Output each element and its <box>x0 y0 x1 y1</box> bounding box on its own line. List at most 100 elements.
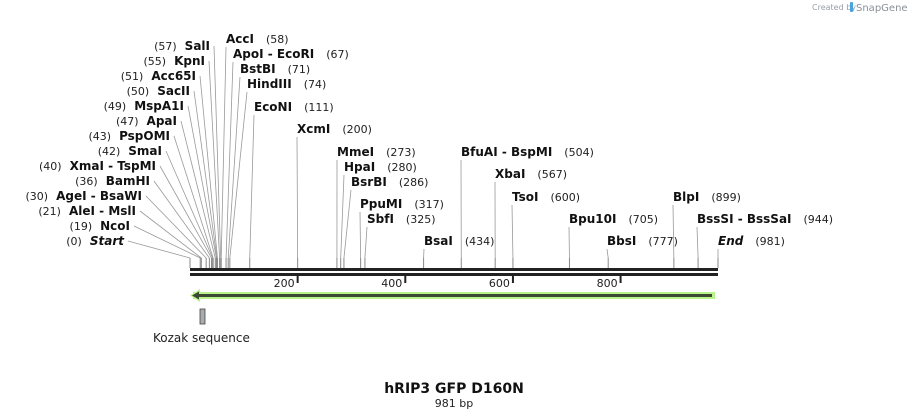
ruler-tick-label: 600 <box>489 277 510 290</box>
site-label: BstBI (71) <box>240 62 310 76</box>
sequence-backbone <box>190 268 718 276</box>
enzyme-name: SmaI <box>128 144 162 158</box>
restriction-site-bstbi[interactable]: BstBI (71) <box>240 62 310 76</box>
enzyme-name: SacII <box>157 84 190 98</box>
site-position: (777) <box>648 235 678 248</box>
orf-feature-arrow[interactable] <box>190 289 715 302</box>
ruler-tick-label: 400 <box>381 277 402 290</box>
restriction-site-bsrbi[interactable]: BsrBI (286) <box>351 175 428 189</box>
restriction-site-end[interactable]: End (981) <box>718 234 785 248</box>
bp-ruler: 200 400 600 800 <box>274 276 622 290</box>
site-position: (280) <box>387 161 417 174</box>
site-position: (317) <box>414 198 444 211</box>
enzyme-name: BamHI <box>106 174 150 188</box>
restriction-site-acci[interactable]: AccI (58) <box>226 32 289 46</box>
enzyme-site-labels: (57) SalI (55) KpnI (51) Acc65I(50) SacII (49) M… <box>26 32 834 248</box>
site-position: (71) <box>288 63 311 76</box>
restriction-site-xcmi[interactable]: XcmI (200) <box>297 122 372 136</box>
restriction-site-sali[interactable]: (57) SalI <box>154 39 210 53</box>
site-label: MmeI (273) <box>337 145 416 159</box>
restriction-site-blpi[interactable]: BlpI (899) <box>673 190 741 204</box>
map-title: hRIP3 GFP D160N 981 bp <box>384 381 524 410</box>
restriction-site-bbsi[interactable]: BbsI (777) <box>607 234 678 248</box>
enzyme-name: MspA1I <box>134 99 184 113</box>
enzyme-name: SalI <box>185 39 210 53</box>
restriction-site-apoi-ecori[interactable]: ApoI - EcoRI (67) <box>233 47 349 61</box>
site-connector <box>364 226 368 259</box>
restriction-site-acc65i[interactable]: (51) Acc65I <box>121 69 196 83</box>
restriction-site-tsoi[interactable]: TsoI (600) <box>512 190 580 204</box>
site-connector <box>173 135 214 259</box>
enzyme-name: MmeI <box>337 145 374 159</box>
restriction-site-kpni[interactable]: (55) KpnI <box>144 54 206 68</box>
backbone-top-strand <box>190 268 718 271</box>
enzyme-name: BsaI <box>424 234 453 248</box>
enzyme-name: AgeI - BsaWI <box>56 189 142 203</box>
site-label: BfuAI - BspMI (504) <box>461 145 594 159</box>
site-label: (0) Start <box>66 234 125 248</box>
site-label: (47) ApaI <box>116 114 177 128</box>
restriction-site-sbfi[interactable]: SbfI (325) <box>367 212 436 226</box>
site-connector <box>199 75 218 259</box>
site-label: Bpu10I (705) <box>569 212 658 226</box>
restriction-site-bsai[interactable]: BsaI (434) <box>424 234 494 248</box>
snapgene-logo-icon <box>850 2 853 12</box>
restriction-site-sacii[interactable]: (50) SacII <box>127 84 190 98</box>
site-connector <box>696 226 699 259</box>
site-label: (30) AgeI - BsaWI <box>26 189 143 203</box>
restriction-site-start[interactable]: (0) Start <box>66 234 125 248</box>
enzyme-name: AccI <box>226 32 254 46</box>
restriction-site-bpu10i[interactable]: Bpu10I (705) <box>569 212 658 226</box>
backbone-bottom-strand <box>190 273 718 276</box>
site-position: (944) <box>804 213 834 226</box>
restriction-site-agei-bsawi[interactable]: (30) AgeI - BsaWI <box>26 189 143 203</box>
kozak-label: Kozak sequence <box>153 331 250 345</box>
ruler-tick <box>619 276 622 283</box>
site-label: (57) SalI <box>154 39 210 53</box>
restriction-site-bsssi-bsssai[interactable]: BssSI - BssSaI (944) <box>697 212 833 226</box>
site-label: (36) BamHI <box>75 174 150 188</box>
site-position: (600) <box>550 191 580 204</box>
site-position: (899) <box>711 191 741 204</box>
site-label: SbfI (325) <box>367 212 436 226</box>
enzyme-name: XmaI - TspMI <box>70 159 156 173</box>
site-label: BsaI (434) <box>424 234 494 248</box>
ruler-tick <box>404 276 407 283</box>
snapgene-branding: Created by SnapGene <box>812 2 908 14</box>
restriction-site-apai[interactable]: (47) ApaI <box>116 114 177 128</box>
site-position: (49) <box>104 100 127 113</box>
site-position: (51) <box>121 70 144 83</box>
site-label: ApoI - EcoRI (67) <box>233 47 349 61</box>
site-connector <box>511 204 514 259</box>
site-connector <box>145 195 207 259</box>
restriction-site-alei-msli[interactable]: (21) AleI - MslI <box>38 204 136 218</box>
restriction-site-hindiii[interactable]: HindIII (74) <box>247 77 326 91</box>
site-connector <box>340 174 345 259</box>
site-label: (51) Acc65I <box>121 69 196 83</box>
restriction-site-bamhi[interactable]: (36) BamHI <box>75 174 150 188</box>
site-position: (504) <box>564 146 594 159</box>
site-label: HindIII (74) <box>247 77 326 91</box>
enzyme-name: BbsI <box>607 234 636 248</box>
site-connector <box>187 105 217 259</box>
restriction-site-econi[interactable]: EcoNI (111) <box>254 100 334 114</box>
restriction-site-bfuai-bspmi[interactable]: BfuAI - BspMI (504) <box>461 145 594 159</box>
restriction-site-smai[interactable]: (42) SmaI <box>98 144 162 158</box>
restriction-site-hpai[interactable]: HpaI (280) <box>344 160 417 174</box>
restriction-site-mspa1i[interactable]: (49) MspA1I <box>104 99 184 113</box>
site-label: (42) SmaI <box>98 144 162 158</box>
site-position: (19) <box>70 220 93 233</box>
restriction-site-mmei[interactable]: MmeI (273) <box>337 145 416 159</box>
site-position: (21) <box>38 205 61 218</box>
restriction-site-pspomi[interactable]: (43) PspOMI <box>88 129 170 143</box>
restriction-site-xbai[interactable]: XbaI (567) <box>495 167 567 181</box>
enzyme-name: BfuAI - BspMI <box>461 145 552 159</box>
ruler-tick-label: 200 <box>274 277 295 290</box>
enzyme-name: XbaI <box>495 167 525 181</box>
ruler-tick-label: 800 <box>597 277 618 290</box>
restriction-site-ncoi[interactable]: (19) NcoI <box>70 219 130 233</box>
restriction-site-ppumi[interactable]: PpuMI (317) <box>360 197 444 211</box>
restriction-site-xmai-tspmi[interactable]: (40) XmaI - TspMI <box>39 159 156 173</box>
kozak-feature[interactable]: Kozak sequence <box>153 308 250 345</box>
kozak-box <box>199 308 206 325</box>
